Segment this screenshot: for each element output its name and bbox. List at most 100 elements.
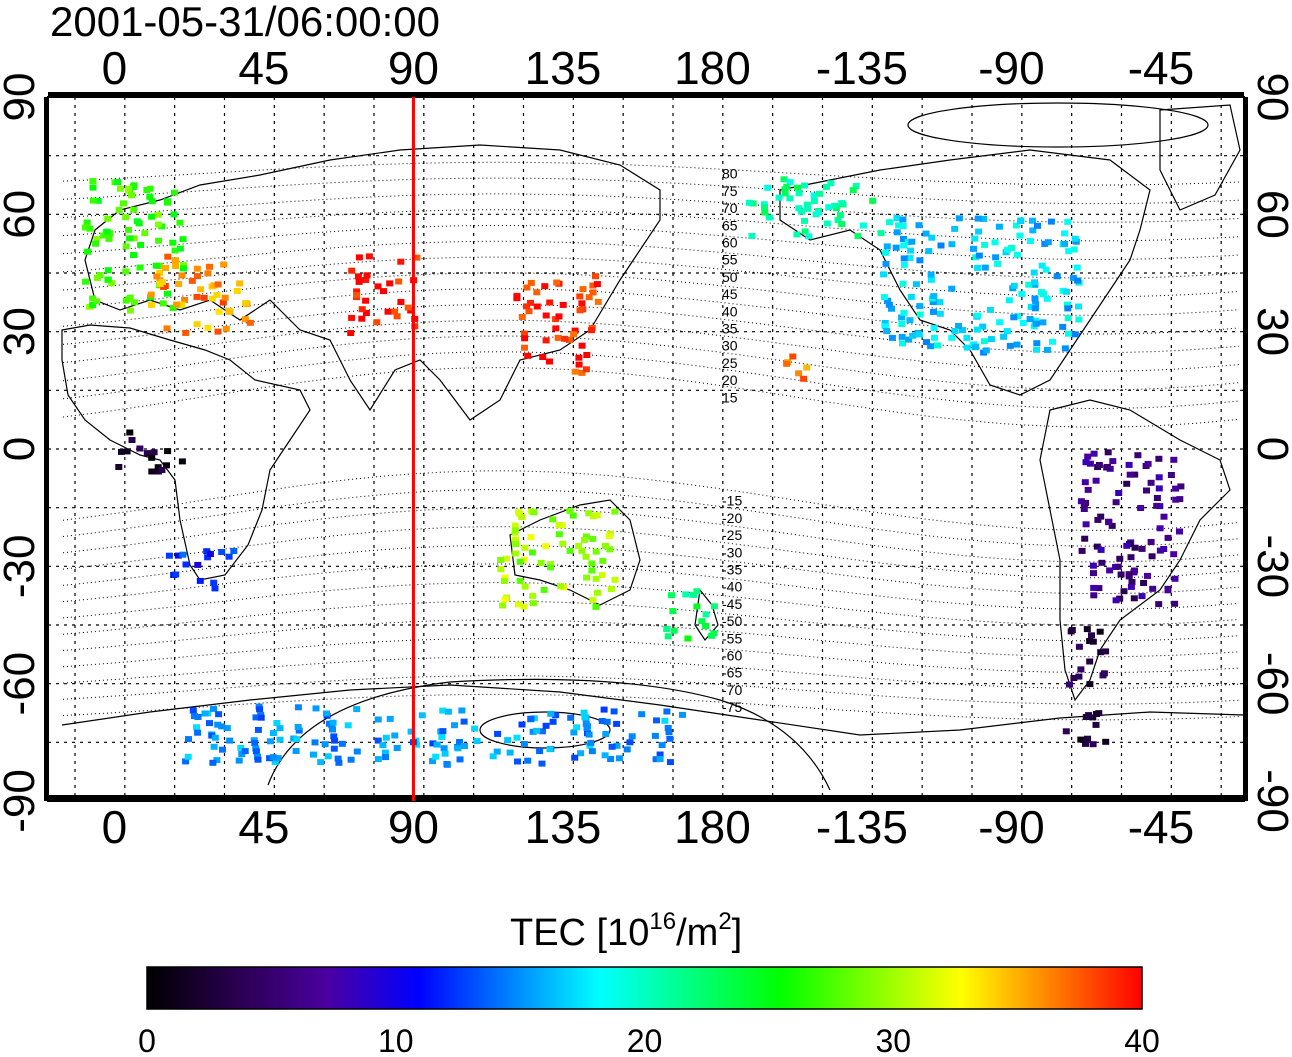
tec-point	[175, 281, 183, 287]
tec-point	[1096, 628, 1104, 635]
tec-point	[525, 308, 533, 315]
colorbar: TEC [1016/m2] 0 10 20 30 40	[138, 908, 1160, 1057]
tec-point	[594, 298, 602, 305]
tec-point	[552, 325, 560, 332]
tec-point	[1130, 569, 1138, 576]
tec-point	[382, 754, 389, 761]
tec-point	[94, 197, 102, 204]
tec-point	[242, 300, 250, 306]
tec-point	[501, 596, 509, 603]
tec-point	[589, 535, 597, 542]
tec-point	[996, 319, 1004, 326]
tec-point	[578, 369, 586, 376]
tec-point	[1075, 316, 1083, 323]
tec-point	[980, 338, 988, 345]
tec-point	[1082, 521, 1090, 528]
tec-point	[133, 218, 141, 225]
tec-point	[162, 265, 169, 271]
tec-point	[1010, 282, 1018, 289]
tec-point	[607, 756, 615, 762]
tec-point	[651, 732, 659, 739]
tec-point	[355, 278, 363, 285]
tec-point	[513, 295, 521, 302]
tec-point	[1026, 316, 1034, 322]
tec-point	[158, 279, 166, 286]
mlat-contour	[62, 193, 1240, 223]
tec-point	[136, 445, 144, 452]
tec-point	[702, 611, 710, 618]
tec-point	[605, 533, 613, 540]
tec-point	[92, 240, 100, 247]
tec-point	[542, 337, 550, 344]
tec-point	[433, 741, 441, 748]
tec-point	[527, 534, 535, 541]
tec-point	[1012, 222, 1020, 229]
colorbar-tick-label: 10	[378, 1023, 414, 1057]
tec-point	[353, 706, 361, 713]
tec-point	[1167, 472, 1175, 478]
tec-point	[854, 233, 862, 240]
tec-point	[521, 335, 529, 342]
tec-point	[521, 344, 528, 351]
tec-point	[1147, 539, 1155, 545]
tec-point	[256, 706, 264, 713]
bottom-lon-tick-label: -45	[1128, 801, 1194, 853]
tec-point	[955, 215, 963, 222]
mlat-contour	[62, 600, 1240, 642]
tec-point	[393, 745, 401, 751]
mlat-contour-label: 65	[722, 217, 738, 233]
tec-point	[1100, 670, 1108, 677]
tec-point	[222, 325, 230, 332]
tec-point	[82, 278, 90, 285]
tec-point	[362, 310, 370, 316]
tec-point	[148, 213, 156, 220]
colorbar-label-main: TEC [10	[510, 912, 649, 954]
tec-point	[520, 741, 528, 747]
tec-point	[549, 516, 557, 523]
top-lon-tick-label: 180	[674, 42, 751, 94]
tec-point	[834, 217, 842, 224]
tec-point	[613, 720, 621, 727]
tec-point	[153, 273, 161, 280]
tec-point	[786, 179, 794, 186]
right-lat-tick-label: -30	[1248, 535, 1292, 599]
tec-point	[1084, 486, 1092, 493]
tec-point	[218, 549, 226, 555]
tec-point	[1083, 626, 1091, 633]
tec-point	[1066, 681, 1073, 688]
tec-point	[1030, 269, 1038, 276]
tec-point	[1171, 600, 1179, 607]
tec-point	[237, 744, 245, 751]
tec-point	[1172, 485, 1180, 492]
tec-point	[1081, 535, 1089, 542]
right-lat-tick-label: -60	[1248, 652, 1292, 716]
tec-point	[1156, 547, 1164, 554]
tec-point	[748, 233, 756, 239]
tec-point	[569, 512, 577, 519]
tec-point	[991, 239, 999, 246]
tec-point	[230, 548, 238, 554]
tec-point	[661, 717, 669, 724]
tec-point	[838, 221, 846, 228]
tec-point	[810, 192, 818, 199]
tec-point	[329, 726, 336, 733]
tec-point	[601, 752, 609, 759]
coastline-greenland	[1159, 104, 1241, 211]
tec-point	[1077, 498, 1085, 505]
tec-point	[137, 241, 145, 248]
tec-point	[458, 707, 466, 714]
tec-point	[789, 353, 797, 360]
tec-point	[440, 745, 448, 752]
tec-point	[159, 300, 167, 307]
tec-point	[1149, 585, 1157, 592]
tec-point	[1033, 340, 1041, 347]
tec-point	[117, 185, 124, 192]
tec-point	[211, 585, 219, 592]
mlat-contour-label: 60	[722, 234, 738, 250]
mlat-contour	[62, 225, 1240, 260]
tec-point	[1061, 345, 1069, 352]
tec-point	[184, 753, 192, 760]
tec-point	[89, 178, 97, 185]
tec-point	[179, 551, 187, 558]
tec-point	[589, 282, 597, 289]
